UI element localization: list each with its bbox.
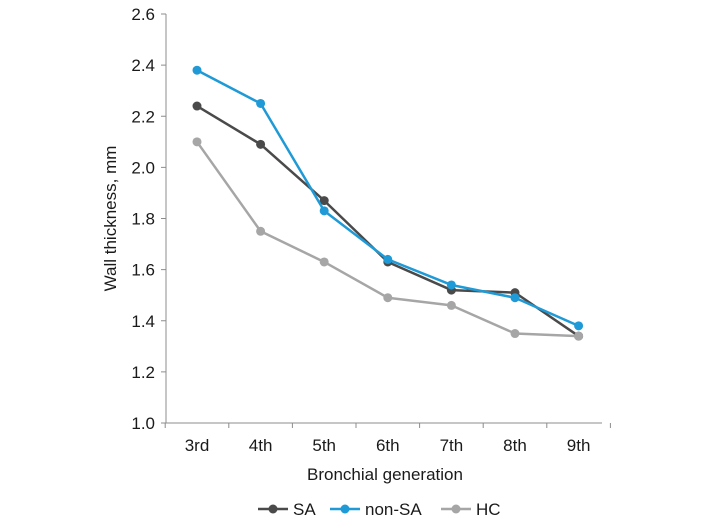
series-line [195,141,579,338]
data-point [510,293,520,303]
data-point [192,137,202,147]
x-tick-label: 5th [312,436,336,455]
y-axis: 1.0 1.2 1.4 1.6 1.8 2.0 2.2 2.4 2.6 [131,5,167,433]
y-tick-label: 2.4 [131,56,155,75]
y-tick-label: 1.6 [131,261,155,280]
x-tick-label: 9th [567,436,591,455]
legend-item-sa: SA [258,500,316,519]
data-point [192,65,202,75]
data-point [446,280,456,290]
legend-label: SA [293,500,316,519]
y-tick-label: 2.0 [131,158,155,177]
data-point [319,206,329,216]
data-point [383,254,393,264]
series-non-sa [192,65,584,331]
y-axis-title: Wall thickness, mm [101,146,120,292]
legend-swatch-marker [451,504,461,514]
series-sa [192,101,584,341]
series-line [196,69,580,328]
data-point [256,98,266,108]
data-point [192,101,202,111]
data-point [383,293,393,303]
y-tick-label: 1.8 [131,210,155,229]
legend-label: HC [476,500,501,519]
x-tick-label: 3rd [185,436,210,455]
legend-swatch-marker [340,504,350,514]
data-point [319,257,329,267]
legend-item-hc: HC [441,500,501,519]
legend: SA non-SA HC [258,500,501,519]
x-tick-label: 8th [503,436,527,455]
data-point [256,226,266,236]
y-tick-label: 2.2 [131,107,155,126]
legend-label: non-SA [365,500,422,519]
data-point [510,329,520,339]
x-tick-label: 4th [249,436,273,455]
data-point [256,139,266,149]
x-tick-label: 6th [376,436,400,455]
data-point [574,321,584,331]
y-tick-label: 2.6 [131,5,155,24]
y-tick-label: 1.0 [131,414,155,433]
x-axis: 3rd 4th 5th 6th 7th 8th 9th [164,422,611,455]
x-tick-label: 7th [440,436,464,455]
x-axis-title: Bronchial generation [307,465,463,484]
legend-swatch-marker [268,504,278,514]
y-tick-label: 1.2 [131,363,155,382]
series-hc [192,137,584,341]
legend-item-non-sa: non-SA [330,500,422,519]
data-point [319,196,329,206]
data-point [574,331,584,341]
data-point [446,300,456,310]
y-tick-label: 1.4 [131,312,155,331]
series-layer [192,65,584,341]
